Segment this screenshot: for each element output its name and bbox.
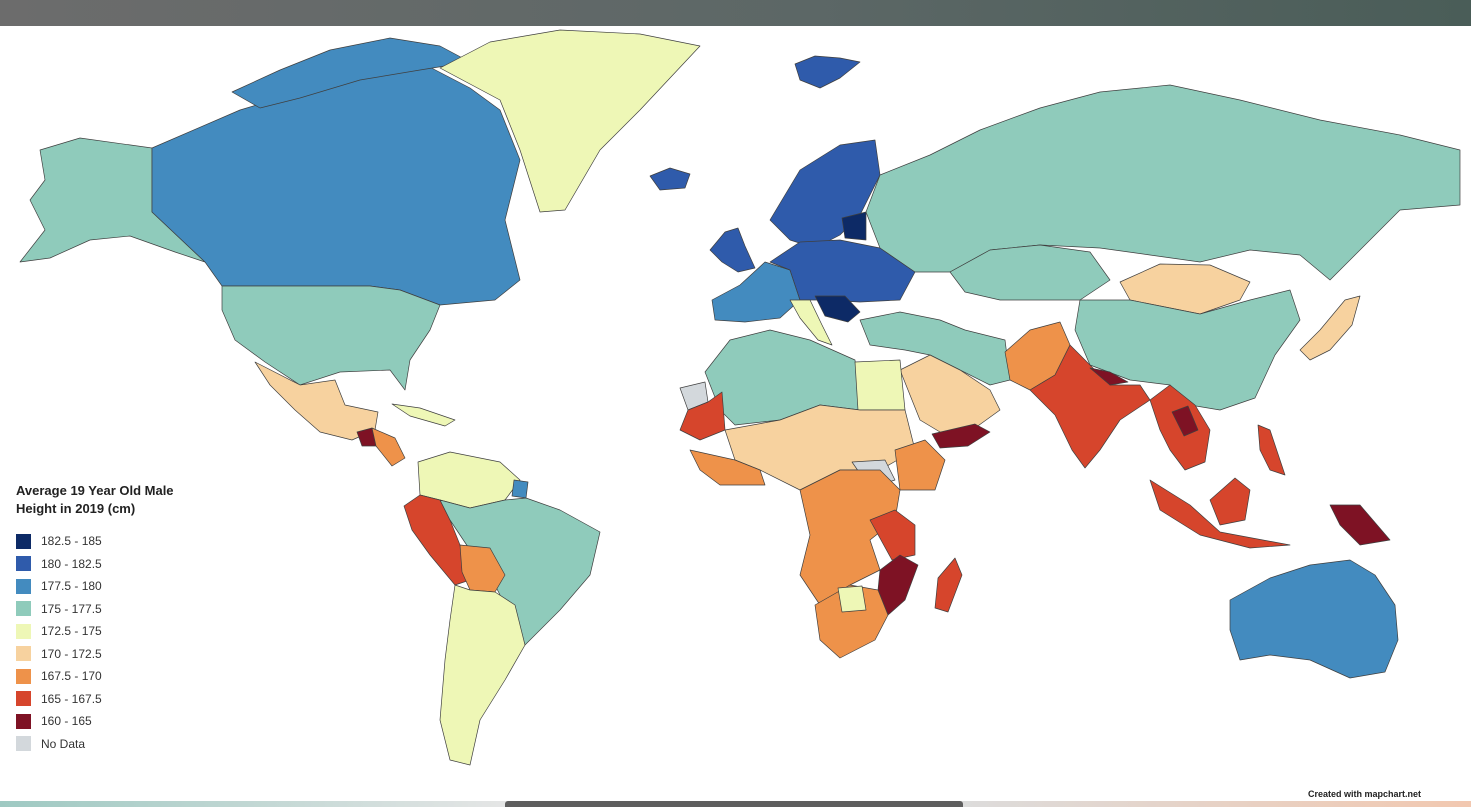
legend-swatch bbox=[16, 556, 31, 572]
region-iceland bbox=[649, 167, 691, 191]
scroll-thumb bbox=[505, 801, 963, 807]
legend-title: Average 19 Year Old Male Height in 2019 … bbox=[16, 483, 174, 516]
region-yemen bbox=[931, 423, 991, 449]
region-svalbard bbox=[794, 55, 861, 89]
region-borneo bbox=[1209, 477, 1251, 526]
region-southern-africa bbox=[814, 584, 889, 659]
legend-item: 170 - 172.5 bbox=[16, 643, 226, 666]
region-balkans bbox=[814, 295, 861, 323]
window-top-bar bbox=[0, 0, 1471, 26]
region-laos bbox=[1171, 405, 1199, 437]
legend-list: 182.5 - 185 180 - 182.5 177.5 - 180 175 … bbox=[16, 530, 226, 755]
region-egypt bbox=[854, 359, 906, 411]
world-map bbox=[0, 26, 1471, 801]
region-philippines bbox=[1257, 424, 1286, 476]
legend-swatch bbox=[16, 623, 31, 639]
region-tanzania bbox=[869, 509, 916, 561]
region-russia bbox=[865, 84, 1461, 281]
region-kazakhstan bbox=[949, 244, 1111, 301]
legend-label: 165 - 167.5 bbox=[41, 691, 102, 706]
credit-text: Created with mapchart.net bbox=[1307, 789, 1421, 799]
map-svg bbox=[19, 29, 1461, 766]
legend-swatch bbox=[16, 668, 31, 684]
legend-swatch bbox=[16, 691, 31, 707]
legend-item: No Data bbox=[16, 733, 226, 756]
region-botswana bbox=[837, 585, 867, 613]
region-italy bbox=[789, 299, 833, 346]
legend-label: 182.5 - 185 bbox=[41, 534, 102, 549]
region-madagascar bbox=[934, 557, 963, 613]
legend-label: No Data bbox=[41, 736, 86, 751]
region-baltics bbox=[841, 211, 867, 241]
legend-label: 160 - 165 bbox=[41, 714, 92, 729]
region-middle-east bbox=[859, 311, 1011, 386]
region-uk-ireland bbox=[709, 227, 756, 273]
legend-swatch bbox=[16, 601, 31, 617]
region-west-africa bbox=[689, 449, 766, 486]
legend-label: 177.5 - 180 bbox=[41, 579, 102, 594]
region-france-iberia bbox=[711, 261, 801, 323]
region-australia bbox=[1229, 559, 1399, 679]
region-papua bbox=[1329, 504, 1391, 546]
legend-item: 160 - 165 bbox=[16, 710, 226, 733]
legend-label: 172.5 - 175 bbox=[41, 624, 102, 639]
region-cuba bbox=[391, 403, 456, 427]
region-argentina-chile bbox=[439, 584, 526, 766]
legend-label: 180 - 182.5 bbox=[41, 556, 102, 571]
region-arabia bbox=[899, 354, 1001, 439]
region-ethiopia bbox=[894, 439, 946, 491]
map-legend: Average 19 Year Old Male Height in 2019 … bbox=[16, 482, 226, 755]
window-bottom-strip bbox=[0, 801, 1471, 807]
legend-item: 180 - 182.5 bbox=[16, 553, 226, 576]
legend-label: 175 - 177.5 bbox=[41, 601, 102, 616]
legend-label: 170 - 172.5 bbox=[41, 646, 102, 661]
region-guyana bbox=[511, 479, 529, 499]
legend-swatch bbox=[16, 713, 31, 729]
legend-swatch bbox=[16, 578, 31, 594]
region-japan bbox=[1299, 295, 1361, 361]
region-central-america bbox=[371, 427, 406, 467]
region-usa bbox=[221, 285, 441, 391]
legend-item: 172.5 - 175 bbox=[16, 620, 226, 643]
region-greenland bbox=[439, 29, 701, 213]
legend-label: 167.5 - 170 bbox=[41, 669, 102, 684]
legend-swatch bbox=[16, 646, 31, 662]
region-central-africa bbox=[799, 469, 901, 606]
region-nepal bbox=[1089, 367, 1129, 386]
region-canada bbox=[151, 61, 521, 306]
legend-item: 167.5 - 170 bbox=[16, 665, 226, 688]
legend-swatch bbox=[16, 533, 31, 549]
legend-item: 165 - 167.5 bbox=[16, 688, 226, 711]
region-central-europe bbox=[769, 239, 916, 303]
legend-item: 177.5 - 180 bbox=[16, 575, 226, 598]
legend-swatch bbox=[16, 736, 31, 752]
region-indonesia bbox=[1149, 479, 1291, 549]
legend-item: 175 - 177.5 bbox=[16, 598, 226, 621]
legend-item: 182.5 - 185 bbox=[16, 530, 226, 553]
